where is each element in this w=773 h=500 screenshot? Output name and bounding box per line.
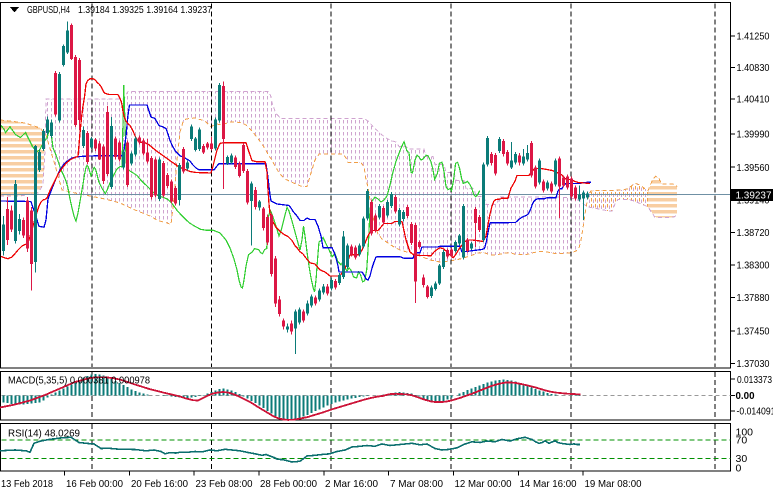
svg-text:0: 0 xyxy=(736,462,742,474)
svg-text:1.39560: 1.39560 xyxy=(737,162,770,174)
svg-text:1.39184 1.39325 1.39164 1.3923: 1.39184 1.39325 1.39164 1.39237 xyxy=(78,4,212,16)
svg-text:7 Mar 08:00: 7 Mar 08:00 xyxy=(390,479,443,490)
svg-text:1.41250: 1.41250 xyxy=(737,31,770,43)
svg-text:16 Feb 00:00: 16 Feb 00:00 xyxy=(66,479,123,490)
svg-text:GBPUSD,H4: GBPUSD,H4 xyxy=(27,4,70,16)
svg-text:1.37030: 1.37030 xyxy=(737,358,770,370)
svg-text:1.37450: 1.37450 xyxy=(737,326,770,338)
svg-text:13 Feb 2018: 13 Feb 2018 xyxy=(1,479,53,490)
svg-text:0.00: 0.00 xyxy=(736,390,755,402)
svg-text:19 Mar 08:00: 19 Mar 08:00 xyxy=(585,479,642,490)
svg-text:14 Mar 16:00: 14 Mar 16:00 xyxy=(520,479,577,490)
svg-text:2 Mar 16:00: 2 Mar 16:00 xyxy=(325,479,378,490)
svg-text:MACD(5,35,5) 0.000381 0.000978: MACD(5,35,5) 0.000381 0.000978 xyxy=(8,375,150,387)
svg-text:12 Mar 00:00: 12 Mar 00:00 xyxy=(455,479,512,490)
svg-text:1.38720: 1.38720 xyxy=(737,227,770,239)
svg-text:1.40830: 1.40830 xyxy=(737,62,770,74)
svg-text:1.40410: 1.40410 xyxy=(737,94,770,106)
svg-text:1.38300: 1.38300 xyxy=(737,260,770,272)
svg-text:-0.014091: -0.014091 xyxy=(737,406,773,418)
svg-text:0.013373: 0.013373 xyxy=(737,374,772,386)
svg-text:1.37880: 1.37880 xyxy=(737,292,770,304)
svg-text:RSI(14) 48.0269: RSI(14) 48.0269 xyxy=(8,428,80,440)
svg-text:20 Feb 16:00: 20 Feb 16:00 xyxy=(131,479,188,490)
svg-text:1.39990: 1.39990 xyxy=(737,128,770,140)
svg-text:23 Feb 08:00: 23 Feb 08:00 xyxy=(196,479,253,490)
svg-text:70: 70 xyxy=(736,435,748,447)
svg-text:28 Feb 00:00: 28 Feb 00:00 xyxy=(260,479,317,490)
svg-text:1.39237: 1.39237 xyxy=(736,190,772,202)
